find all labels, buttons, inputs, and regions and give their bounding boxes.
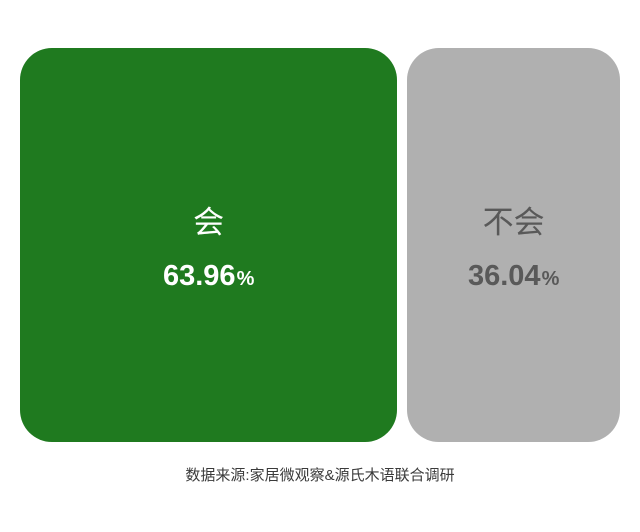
tile-no: 不会 36.04% xyxy=(407,48,620,442)
tile-yes: 会 63.96% xyxy=(20,48,397,442)
proportion-chart: 会 63.96% 不会 36.04% xyxy=(20,48,620,442)
tile-yes-value: 63.96% xyxy=(163,260,254,293)
tile-yes-label: 会 xyxy=(193,197,224,242)
source-text: 数据来源:家居微观察&源氏木语联合调研 xyxy=(0,464,640,485)
tile-no-value: 36.04% xyxy=(468,260,559,293)
tile-no-label: 不会 xyxy=(483,197,545,242)
